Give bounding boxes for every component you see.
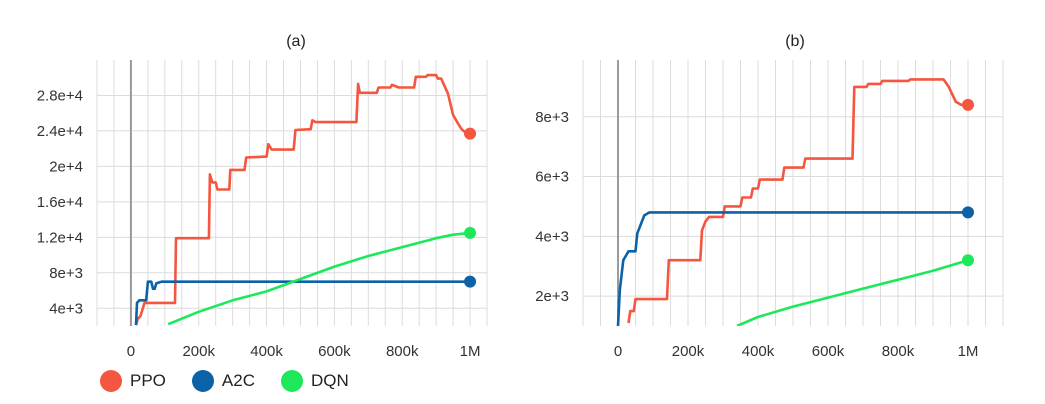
series-line-ppo[interactable] <box>134 73 470 326</box>
series-end-marker-ppo[interactable] <box>962 98 974 111</box>
series-end-marker-a2c[interactable] <box>962 206 974 219</box>
x-tick-label: 800k <box>882 343 915 360</box>
series-line-ppo[interactable] <box>627 78 969 324</box>
legend: PPO A2C DQN <box>100 370 349 392</box>
x-tick-label: 600k <box>812 343 845 360</box>
legend-label-dqn: DQN <box>310 371 349 390</box>
chart-a-title: (a) <box>286 33 306 50</box>
y-tick-label: 2.8e+4 <box>37 87 83 104</box>
x-tick-label: 0 <box>614 343 622 360</box>
series-line-dqn[interactable] <box>736 258 969 326</box>
y-tick-label: 2e+3 <box>535 288 569 305</box>
series-line-a2c[interactable] <box>134 280 470 326</box>
x-tick-label: 400k <box>742 343 775 360</box>
chart-a: 0 200k 400k 600k 800k 1M 4e+3 8e+3 1.2e+4 1.6e+4 2… <box>37 60 488 360</box>
x-tick-label: 1M <box>460 343 481 360</box>
y-tick-label: 4e+3 <box>49 300 83 317</box>
y-tick-label: 4e+3 <box>535 228 569 245</box>
y-tick-label: 8e+3 <box>49 265 83 282</box>
series-end-marker-a2c[interactable] <box>464 275 477 288</box>
legend-label-ppo: PPO <box>130 371 166 390</box>
series-end-marker-dqn[interactable] <box>464 226 477 239</box>
series-line-dqn[interactable] <box>167 231 471 326</box>
legend-label-a2c: A2C <box>221 371 255 390</box>
legend-swatch-ppo <box>100 370 122 392</box>
x-tick-label: 400k <box>250 343 283 360</box>
x-tick-label: 200k <box>182 343 215 360</box>
legend-swatch-dqn <box>280 370 303 392</box>
y-tick-label: 2e+4 <box>49 158 83 175</box>
legend-item-ppo[interactable]: PPO <box>100 370 166 392</box>
x-tick-label: 1M <box>958 343 979 360</box>
y-tick-label: 6e+3 <box>535 169 569 186</box>
y-tick-label: 1.6e+4 <box>37 194 83 211</box>
y-tick-label: 1.2e+4 <box>37 229 83 246</box>
x-tick-label: 800k <box>386 343 419 360</box>
x-tick-label: 200k <box>672 343 705 360</box>
series-end-marker-dqn[interactable] <box>962 254 974 267</box>
chart-b: 0 200k 400k 600k 800k 1M 2e+3 4e+3 6e+3 8e+3 <box>535 60 1004 360</box>
chart-b-title: (b) <box>785 33 805 50</box>
series-line-a2c[interactable] <box>616 211 968 326</box>
x-tick-label: 600k <box>318 343 351 360</box>
legend-item-dqn[interactable]: DQN <box>280 370 349 392</box>
legend-swatch-a2c <box>191 370 214 392</box>
x-tick-label: 0 <box>127 343 135 360</box>
series-end-marker-ppo[interactable] <box>464 127 477 140</box>
legend-item-a2c[interactable]: A2C <box>191 370 255 392</box>
y-tick-label: 8e+3 <box>535 109 569 126</box>
y-tick-label: 2.4e+4 <box>37 123 83 140</box>
